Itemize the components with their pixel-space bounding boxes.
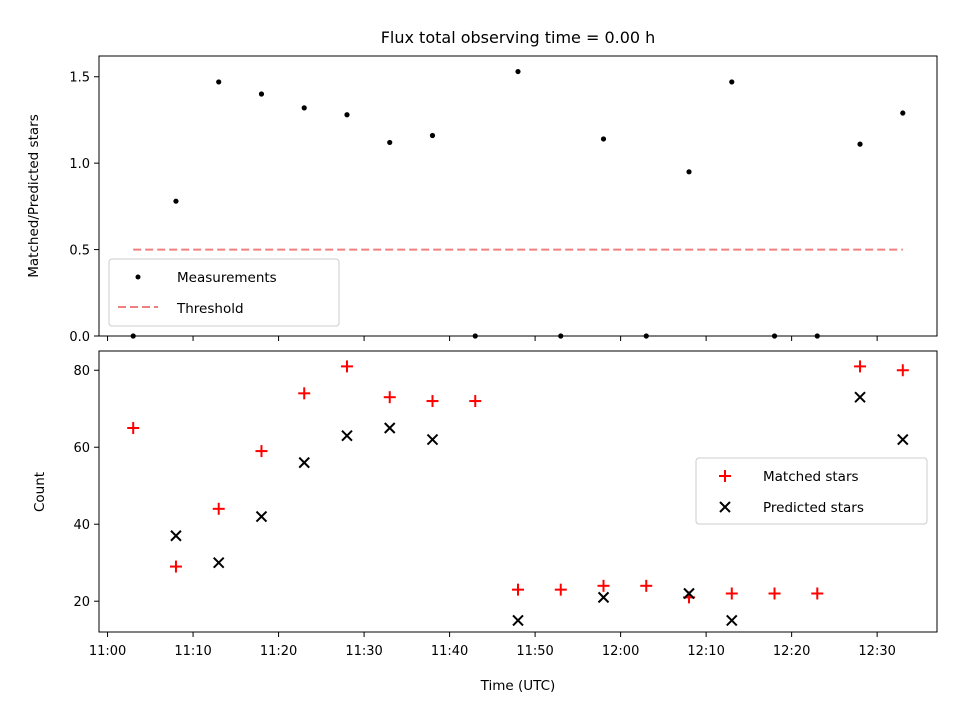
top-y-tick-label: 1.0 <box>69 157 90 172</box>
measurement-point <box>686 169 692 175</box>
measurement-point <box>814 333 820 339</box>
matched-star-point <box>383 391 396 404</box>
legend-measurements-marker <box>135 274 141 280</box>
matched-star-point <box>340 360 353 373</box>
legend-measurements-label: Measurements <box>177 270 277 286</box>
matched-star-point <box>854 360 867 373</box>
matched-star-point <box>811 587 824 600</box>
bottom-y-tick-label: 80 <box>73 364 90 379</box>
measurement-point <box>515 68 521 75</box>
matched-stars-points <box>127 360 909 604</box>
bottom-y-tick-label: 40 <box>73 518 90 533</box>
predicted-star-point <box>683 587 695 600</box>
top-chart-title: Flux total observing time = 0.00 h <box>381 28 656 47</box>
top-y-tick-label: 1.5 <box>69 71 90 86</box>
bottom-plot-frame <box>98 350 938 633</box>
top-plot-frame <box>98 55 938 337</box>
x-tick-label: 12:00 <box>602 644 639 659</box>
measurement-point <box>130 333 136 339</box>
top-y-tick-label: 0.0 <box>69 330 90 345</box>
matched-star-point <box>169 560 182 573</box>
predicted-star-point <box>597 591 610 604</box>
x-tick-label: 11:40 <box>431 644 468 659</box>
x-tick-label: 12:30 <box>858 644 895 659</box>
bottom-y-tick-label: 20 <box>73 595 90 610</box>
measurement-point <box>900 110 906 116</box>
top-legend: Measurements Threshold <box>108 258 340 327</box>
matched-star-point <box>725 587 738 600</box>
measurement-point <box>558 333 564 339</box>
predicted-star-point <box>170 530 182 542</box>
predicted-star-point <box>854 391 866 403</box>
top-x-axis <box>107 336 878 341</box>
bottom-x-axis: 11:00 11:10 11:20 11:30 11:40 11:50 12:00 12:10… <box>89 632 896 659</box>
x-tick-label: 11:30 <box>345 644 382 659</box>
measurement-point <box>173 198 179 204</box>
measurement-point <box>216 79 222 85</box>
measurement-point <box>771 333 778 339</box>
top-legend-box <box>108 258 340 327</box>
matched-star-point <box>512 583 524 596</box>
legend-matched-label: Matched stars <box>763 469 859 485</box>
measurement-point <box>857 141 863 147</box>
measurement-point <box>643 333 649 339</box>
predicted-star-point <box>341 429 353 442</box>
predicted-stars-points <box>170 391 909 627</box>
matched-star-point <box>597 579 610 592</box>
bottom-y-axis: 20 40 60 80 <box>73 364 99 610</box>
legend-predicted-marker <box>719 501 731 513</box>
measurement-point <box>429 132 436 139</box>
predicted-star-point <box>897 433 909 446</box>
top-y-tick-label: 0.5 <box>69 244 90 259</box>
matched-star-point <box>426 395 439 408</box>
legend-matched-marker <box>719 470 731 482</box>
legend-threshold-label: Threshold <box>176 301 244 317</box>
measurement-point <box>258 91 265 97</box>
x-tick-label: 11:00 <box>89 644 126 659</box>
measurement-point <box>600 136 607 142</box>
predicted-star-point <box>298 456 310 469</box>
matched-star-point <box>298 387 311 400</box>
matched-star-point <box>127 421 140 434</box>
x-tick-label: 11:10 <box>174 644 211 659</box>
measurement-point <box>472 333 478 339</box>
x-tick-label: 11:20 <box>260 644 297 659</box>
x-tick-label: 12:10 <box>687 644 724 659</box>
predicted-star-point <box>726 614 738 627</box>
predicted-star-point <box>512 614 524 627</box>
top-y-axis-label: Matched/Predicted stars <box>26 114 42 277</box>
bottom-legend-box <box>695 457 928 525</box>
bottom-y-axis-label: Count <box>32 472 48 512</box>
bottom-legend: Matched stars Predicted stars <box>695 457 928 525</box>
predicted-star-point <box>384 422 396 434</box>
predicted-star-point <box>255 510 268 523</box>
matched-star-point <box>469 395 482 408</box>
measurement-point <box>729 79 735 85</box>
matched-star-point <box>640 579 653 592</box>
predicted-star-point <box>426 433 439 446</box>
bottom-y-tick-label: 60 <box>73 441 90 456</box>
x-tick-label: 12:20 <box>773 644 810 659</box>
predicted-star-point <box>213 557 225 569</box>
matched-star-point <box>896 364 909 377</box>
matched-star-point <box>212 502 225 515</box>
legend-predicted-label: Predicted stars <box>763 500 864 516</box>
measurement-point <box>301 105 307 111</box>
matched-star-point <box>768 587 781 600</box>
measurement-point <box>387 139 393 146</box>
measurement-points <box>130 68 906 339</box>
matched-star-point <box>255 445 268 458</box>
top-y-axis: 0.0 0.5 1.0 1.5 <box>69 71 99 345</box>
x-tick-label: 11:50 <box>516 644 553 659</box>
matched-star-point <box>554 583 567 596</box>
measurement-point <box>344 112 350 118</box>
x-axis-label: Time (UTC) <box>480 678 556 694</box>
